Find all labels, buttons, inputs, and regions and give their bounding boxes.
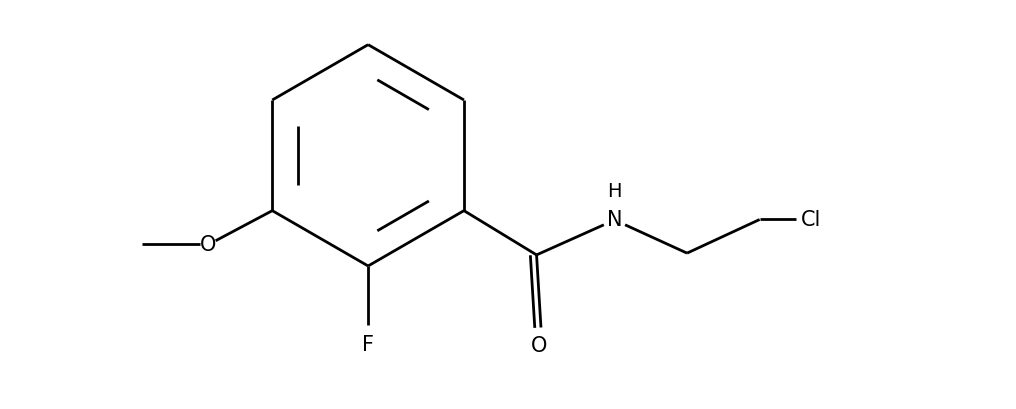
Text: Cl: Cl bbox=[802, 210, 822, 230]
Text: N: N bbox=[607, 210, 622, 230]
Text: F: F bbox=[362, 334, 374, 354]
Text: H: H bbox=[608, 182, 622, 200]
Text: O: O bbox=[200, 235, 216, 255]
Text: O: O bbox=[531, 335, 548, 355]
